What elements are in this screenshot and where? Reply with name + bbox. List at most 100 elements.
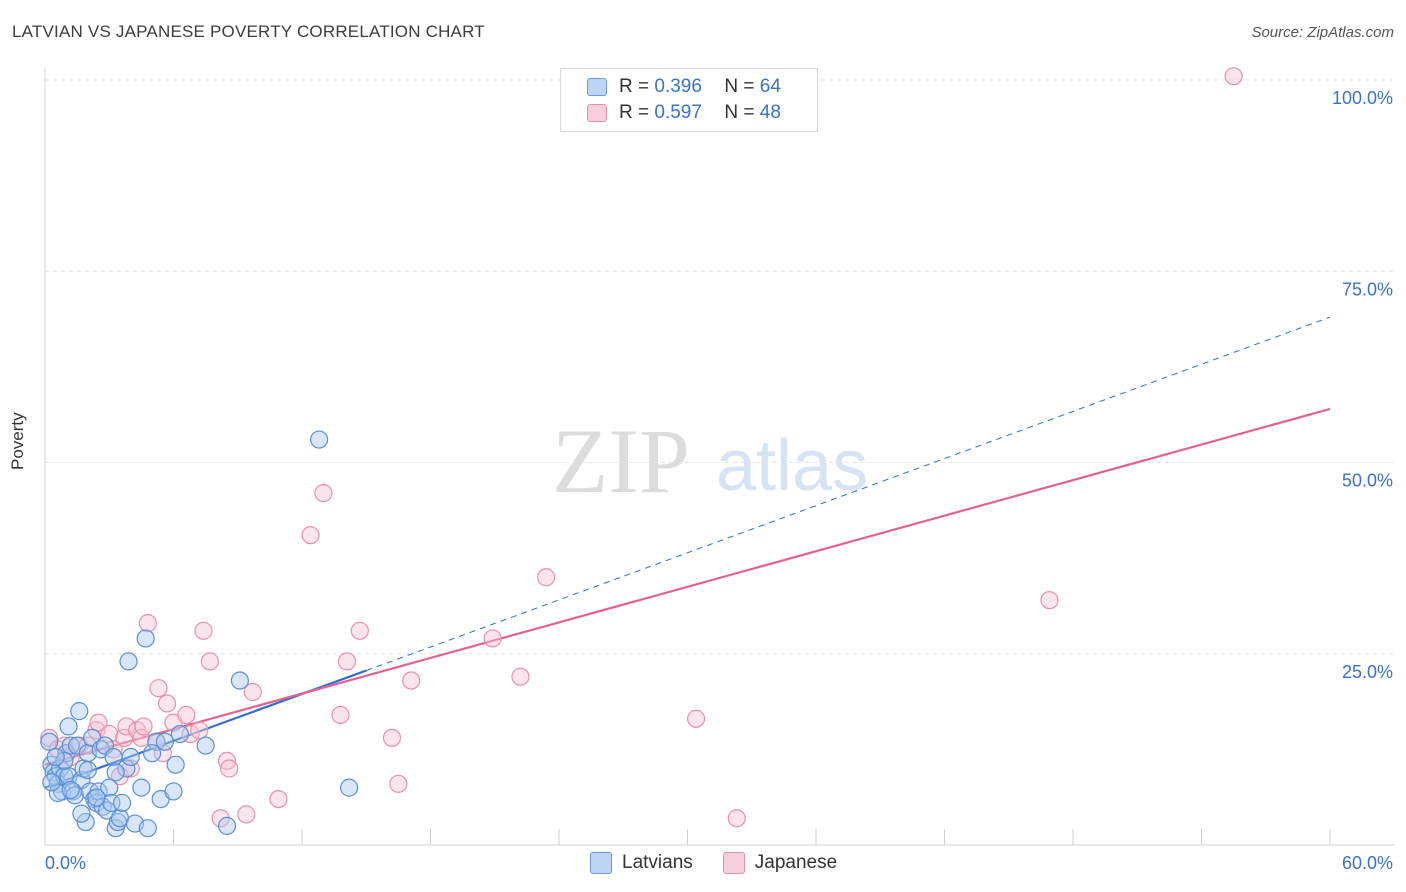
latvians-n-label: N = bbox=[724, 76, 755, 97]
y-tick-label: 75.0% bbox=[1342, 279, 1393, 299]
japanese-point bbox=[382, 728, 402, 748]
latvians-point bbox=[61, 780, 80, 800]
japanese-point bbox=[1224, 67, 1243, 86]
japanese-point bbox=[537, 568, 556, 587]
japanese-point bbox=[149, 679, 168, 698]
latvians-point bbox=[87, 788, 106, 807]
latvians-r-value: 0.396 bbox=[654, 76, 702, 97]
legend-row-japanese: R = 0.597 N = 48 bbox=[587, 101, 781, 125]
japanese-point bbox=[243, 682, 262, 702]
japanese-point bbox=[89, 713, 108, 732]
japanese-point bbox=[483, 629, 502, 648]
japanese-point bbox=[331, 705, 350, 725]
series-legend: Latvians Japanese bbox=[590, 852, 867, 874]
x-tick-label: 0.0% bbox=[45, 853, 86, 873]
latvians-point bbox=[59, 717, 78, 736]
japanese-point bbox=[1040, 591, 1059, 610]
japanese-point bbox=[686, 709, 706, 728]
latvians-point bbox=[72, 804, 91, 823]
y-tick-label: 100.0% bbox=[1332, 88, 1393, 108]
japanese-point bbox=[511, 667, 530, 686]
japanese-r-value: 0.597 bbox=[654, 102, 702, 123]
watermark-zip: ZIP bbox=[552, 410, 690, 512]
japanese-point bbox=[157, 694, 177, 713]
watermark: ZIP atlas bbox=[552, 410, 868, 512]
latvians-point bbox=[117, 759, 136, 778]
japanese-point bbox=[727, 809, 746, 828]
latvians-point bbox=[166, 755, 185, 774]
latvians-point bbox=[106, 763, 125, 782]
japanese-point bbox=[220, 759, 239, 778]
watermark-atlas: atlas bbox=[716, 426, 868, 506]
japanese-point bbox=[194, 621, 213, 640]
latvians-point bbox=[119, 652, 138, 671]
latvians-n-value: 64 bbox=[759, 76, 781, 97]
japanese-point bbox=[190, 721, 209, 740]
japanese-point bbox=[237, 805, 256, 824]
trend-lines bbox=[44, 316, 1331, 789]
japanese-n-value: 48 bbox=[759, 102, 781, 123]
latvians-legend-swatch bbox=[590, 852, 612, 874]
latvians-point bbox=[112, 793, 132, 813]
japanese-n-label: N = bbox=[724, 102, 755, 123]
latvians-point bbox=[155, 732, 175, 751]
legend-item-latvians: Latvians bbox=[590, 852, 693, 874]
latvians-point bbox=[78, 760, 97, 780]
x-tick-labels: 0.0% 60.0% bbox=[45, 853, 1393, 873]
japanese-swatch bbox=[587, 104, 607, 122]
legend-item-japanese: Japanese bbox=[722, 852, 838, 874]
latvians-point bbox=[132, 778, 151, 797]
japanese-points bbox=[40, 67, 1243, 828]
japanese-point bbox=[138, 614, 157, 633]
legend-row-latvians: R = 0.396 N = 64 bbox=[587, 75, 781, 99]
latvians-point bbox=[170, 724, 190, 744]
latvians-point bbox=[76, 812, 95, 832]
latvians-swatch bbox=[587, 78, 607, 96]
japanese-legend-label: Japanese bbox=[754, 852, 838, 873]
x-tick-label: 60.0% bbox=[1342, 853, 1393, 873]
y-axis-label: Poverty bbox=[8, 412, 27, 470]
japanese-point bbox=[402, 671, 421, 690]
latvians-point bbox=[46, 747, 65, 767]
japanese-point bbox=[200, 652, 220, 671]
latvians-point bbox=[142, 744, 162, 763]
latvians-point bbox=[217, 816, 237, 835]
latvians-point bbox=[61, 736, 80, 755]
japanese-point bbox=[104, 740, 123, 759]
japanese-r-label: R = bbox=[619, 102, 650, 123]
japanese-legend-swatch bbox=[722, 852, 745, 874]
latvians-point bbox=[164, 782, 183, 801]
japanese-point bbox=[153, 744, 172, 763]
source-label: Source: ZipAtlas.com bbox=[1251, 24, 1394, 41]
japanese-point bbox=[350, 621, 369, 640]
japanese-point bbox=[269, 789, 288, 809]
latvians-legend-label: Latvians bbox=[622, 852, 693, 873]
latvians-point bbox=[42, 773, 61, 792]
latvians-point bbox=[138, 819, 157, 838]
japanese-point bbox=[389, 774, 408, 793]
japanese-point bbox=[181, 724, 200, 744]
latvians-point bbox=[55, 751, 74, 770]
japanese-point bbox=[314, 484, 333, 503]
y-tick-label: 50.0% bbox=[1342, 471, 1393, 491]
latvians-point bbox=[100, 778, 119, 797]
latvians-r-label: R = bbox=[619, 76, 650, 97]
latvians-points bbox=[40, 430, 359, 838]
y-tick-labels: 25.0% 50.0% 75.0% 100.0% bbox=[1332, 88, 1393, 682]
japanese-point bbox=[301, 526, 320, 545]
latvians-point bbox=[340, 778, 359, 797]
gridlines bbox=[45, 79, 1395, 655]
latvians-point bbox=[136, 629, 155, 648]
chart-title: LATVIAN VS JAPANESE POVERTY CORRELATION … bbox=[12, 22, 485, 41]
y-tick-label: 25.0% bbox=[1342, 662, 1393, 682]
japanese-point bbox=[177, 705, 196, 725]
latvians-point bbox=[196, 736, 215, 755]
japanese-point bbox=[337, 652, 357, 671]
stats-legend: R = 0.396 N = 64 R = 0.597 N = 48 bbox=[560, 68, 818, 132]
axes bbox=[44, 68, 1395, 846]
japanese-trend-line bbox=[44, 407, 1331, 766]
japanese-point bbox=[134, 717, 153, 736]
latvians-point bbox=[310, 430, 329, 449]
latvians-point bbox=[121, 747, 140, 767]
